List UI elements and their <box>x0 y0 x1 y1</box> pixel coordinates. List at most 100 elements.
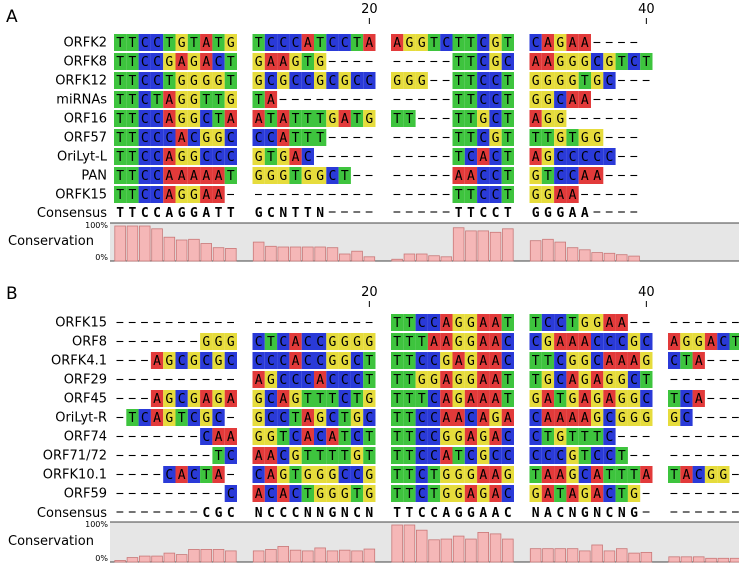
base-cell <box>427 466 441 483</box>
base-letter: T <box>544 354 552 369</box>
base-cell <box>363 409 376 426</box>
base-cell <box>489 314 502 331</box>
base-letter: A <box>569 93 577 108</box>
base-cell <box>301 53 314 70</box>
base-cell <box>717 333 730 350</box>
base-letter: C <box>365 74 373 89</box>
base-cell <box>566 314 579 331</box>
base-letter: C <box>178 392 186 407</box>
base-letter: G <box>532 93 540 108</box>
base-letter: G <box>418 36 426 51</box>
base-letter: C <box>642 392 650 407</box>
base-letter: A <box>341 112 349 127</box>
base-cell <box>452 129 465 146</box>
base-letter: T <box>190 36 198 51</box>
base-cell <box>427 447 441 464</box>
base-cell <box>264 110 278 127</box>
base-cell <box>289 110 302 127</box>
base-letter: G <box>304 468 312 483</box>
base-cell <box>114 53 127 70</box>
base-cell <box>138 186 151 203</box>
base-cell <box>603 333 616 350</box>
base-cell <box>187 129 201 146</box>
base-cell <box>187 72 201 89</box>
conservation-bar <box>277 246 289 262</box>
base-letter: A <box>544 36 552 51</box>
base-cell <box>554 186 567 203</box>
conservation-bar <box>277 546 289 563</box>
base-letter: G <box>329 112 337 127</box>
base-cell <box>615 485 628 502</box>
base-letter: G <box>581 316 589 331</box>
base-cell <box>692 466 705 483</box>
base-cell <box>501 34 514 51</box>
base-cell <box>452 333 465 350</box>
base-cell <box>704 466 718 483</box>
base-cell <box>289 409 302 426</box>
base-letter: G <box>190 55 198 70</box>
conservation-bar <box>465 230 477 262</box>
base-letter: T <box>365 373 373 388</box>
base-cell <box>464 186 478 203</box>
base-cell <box>289 390 302 407</box>
base-cell <box>440 34 453 51</box>
base-cell <box>301 485 314 502</box>
base-cell <box>224 91 237 108</box>
base-letter: G <box>479 487 487 502</box>
base-cell <box>640 53 653 70</box>
conservation-bar <box>163 236 176 262</box>
base-letter: G <box>593 392 601 407</box>
base-letter: G <box>255 392 263 407</box>
base-letter: A <box>544 392 552 407</box>
base-cell <box>403 447 416 464</box>
base-letter: T <box>129 131 137 146</box>
base-cell <box>452 34 465 51</box>
base-letter: T <box>365 354 373 369</box>
base-cell <box>591 314 604 331</box>
base-letter: G <box>606 55 614 70</box>
base-letter: T <box>455 74 463 89</box>
base-cell <box>427 333 441 350</box>
base-letter: C <box>279 354 287 369</box>
conservation-bar <box>289 246 302 262</box>
base-letter: T <box>406 316 414 331</box>
base-cell <box>289 447 302 464</box>
base-cell <box>301 333 314 350</box>
base-letter: G <box>455 392 463 407</box>
base-cell <box>301 466 314 483</box>
base-letter: G <box>406 36 414 51</box>
base-letter: C <box>353 354 361 369</box>
base-letter: A <box>642 468 650 483</box>
conservation-bar <box>212 247 225 262</box>
base-letter: G <box>569 449 577 464</box>
base-cell <box>464 53 478 70</box>
base-letter: A <box>365 36 373 51</box>
base-cell <box>338 466 351 483</box>
base-cell <box>326 428 339 445</box>
base-cell <box>150 110 164 127</box>
base-cell <box>477 447 490 464</box>
conservation-bar <box>314 547 326 563</box>
conservation-bar <box>628 552 640 563</box>
base-letter: T <box>532 373 540 388</box>
base-cell <box>591 428 604 445</box>
consensus-label: Consensus <box>37 206 107 221</box>
conservation-bar <box>465 538 477 563</box>
conservation-bar <box>326 550 339 563</box>
base-cell <box>591 53 604 70</box>
conservation-bar <box>351 250 363 262</box>
base-letter: A <box>393 36 401 51</box>
consensus-letter: G <box>532 206 540 221</box>
base-letter: C <box>353 468 361 483</box>
sequence-name: OriLyt-L <box>57 150 108 165</box>
conservation-bar <box>554 241 567 262</box>
base-cell <box>175 72 188 89</box>
base-letter: G <box>353 335 361 350</box>
base-cell <box>289 129 302 146</box>
base-cell <box>529 485 542 502</box>
base-cell <box>138 72 151 89</box>
base-cell <box>603 485 616 502</box>
base-cell <box>627 352 641 369</box>
base-cell <box>224 485 237 502</box>
base-cell <box>252 148 265 165</box>
